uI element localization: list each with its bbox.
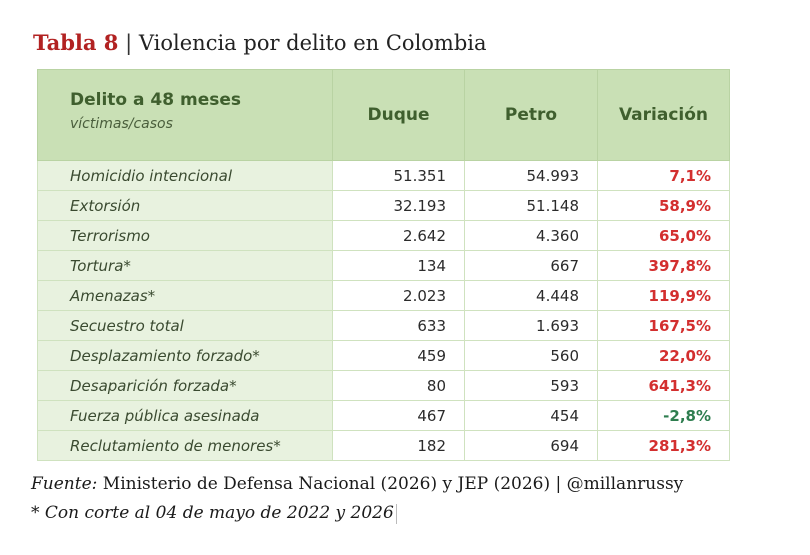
crime-label: Desplazamiento forzado* [37, 340, 333, 371]
crime-label: Terrorismo [37, 220, 333, 251]
crime-label: Fuerza pública asesinada [37, 400, 333, 431]
petro-value: 4.360 [464, 220, 598, 251]
title-text: Violencia por delito en Colombia [138, 31, 487, 55]
table-row: Homicidio intencional 51.351 54.993 7,1% [37, 160, 730, 191]
variation-value: 397,8% [597, 250, 730, 281]
table-row: Reclutamiento de menores* 182 694 281,3% [37, 430, 730, 461]
variation-value: 65,0% [597, 220, 730, 251]
variation-value: 7,1% [597, 160, 730, 191]
header-delito-sub: víctimas/casos [70, 116, 173, 132]
variation-value: 167,5% [597, 310, 730, 341]
petro-value: 560 [464, 340, 598, 371]
source-line: Fuente: Ministerio de Defensa Nacional (… [31, 474, 683, 494]
duque-value: 633 [332, 310, 465, 341]
crime-label: Desaparición forzada* [37, 370, 333, 401]
duque-value: 2.023 [332, 280, 465, 311]
source-text: Ministerio de Defensa Nacional (2026) y … [102, 474, 684, 494]
variation-value: 641,3% [597, 370, 730, 401]
variation-value: 119,9% [597, 280, 730, 311]
table-row: Fuerza pública asesinada 467 454 -2,8% [37, 400, 730, 431]
crime-label: Amenazas* [37, 280, 333, 311]
petro-value: 694 [464, 430, 598, 461]
table-number: Tabla 8 [33, 30, 119, 55]
petro-value: 454 [464, 400, 598, 431]
variation-value: 22,0% [597, 340, 730, 371]
duque-value: 182 [332, 430, 465, 461]
table-row: Tortura* 134 667 397,8% [37, 250, 730, 281]
petro-value: 1.693 [464, 310, 598, 341]
petro-value: 593 [464, 370, 598, 401]
page-title: Tabla 8 | Violencia por delito en Colomb… [33, 30, 487, 55]
duque-value: 32.193 [332, 190, 465, 221]
duque-value: 134 [332, 250, 465, 281]
crime-table: Delito a 48 meses víctimas/casos Duque P… [37, 69, 730, 461]
crime-label: Extorsión [37, 190, 333, 221]
table-row: Secuestro total 633 1.693 167,5% [37, 310, 730, 341]
header-variacion: Variación [597, 69, 730, 161]
table-row: Amenazas* 2.023 4.448 119,9% [37, 280, 730, 311]
duque-value: 51.351 [332, 160, 465, 191]
crime-label: Secuestro total [37, 310, 333, 341]
crime-label: Tortura* [37, 250, 333, 281]
text-cursor [395, 503, 397, 524]
petro-value: 667 [464, 250, 598, 281]
title-separator: | [125, 31, 133, 55]
variation-value: -2,8% [597, 400, 730, 431]
table-row: Terrorismo 2.642 4.360 65,0% [37, 220, 730, 251]
variation-value: 281,3% [597, 430, 730, 461]
duque-value: 2.642 [332, 220, 465, 251]
table-row: Desplazamiento forzado* 459 560 22,0% [37, 340, 730, 371]
header-duque: Duque [332, 69, 465, 161]
table-header-row: Delito a 48 meses víctimas/casos Duque P… [37, 69, 730, 161]
footnote: * Con corte al 04 de mayo de 2022 y 2026 [31, 503, 397, 524]
header-petro: Petro [464, 69, 598, 161]
footnote-text: * Con corte al 04 de mayo de 2022 y 2026 [31, 503, 394, 523]
petro-value: 51.148 [464, 190, 598, 221]
duque-value: 467 [332, 400, 465, 431]
duque-value: 459 [332, 340, 465, 371]
table-row: Extorsión 32.193 51.148 58,9% [37, 190, 730, 221]
petro-value: 54.993 [464, 160, 598, 191]
header-delito: Delito a 48 meses víctimas/casos [37, 69, 333, 161]
duque-value: 80 [332, 370, 465, 401]
header-delito-main: Delito a 48 meses [70, 90, 241, 110]
crime-label: Reclutamiento de menores* [37, 430, 333, 461]
crime-label: Homicidio intencional [37, 160, 333, 191]
table-row: Desaparición forzada* 80 593 641,3% [37, 370, 730, 401]
source-label: Fuente: [31, 474, 98, 494]
variation-value: 58,9% [597, 190, 730, 221]
table-body: Homicidio intencional 51.351 54.993 7,1% Ext… [37, 160, 730, 461]
petro-value: 4.448 [464, 280, 598, 311]
